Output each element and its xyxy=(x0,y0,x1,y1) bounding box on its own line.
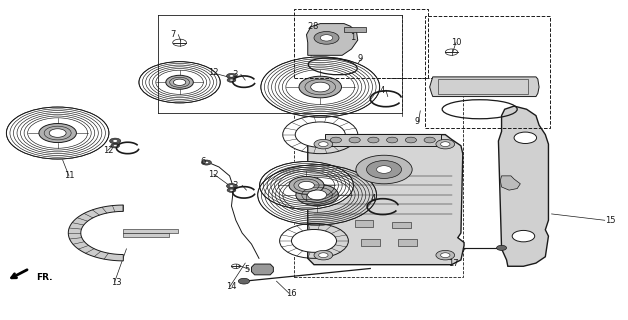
Circle shape xyxy=(314,32,339,44)
Bar xyxy=(398,239,417,246)
Text: 13: 13 xyxy=(111,278,121,287)
Circle shape xyxy=(49,129,66,137)
Text: 6: 6 xyxy=(200,157,205,166)
Circle shape xyxy=(299,181,315,189)
Circle shape xyxy=(295,122,345,147)
Text: 7: 7 xyxy=(170,30,176,39)
Text: 10: 10 xyxy=(452,38,462,47)
Circle shape xyxy=(291,229,337,252)
Text: 5: 5 xyxy=(244,265,249,274)
Text: 12: 12 xyxy=(208,68,218,77)
Circle shape xyxy=(314,251,333,260)
Circle shape xyxy=(111,143,119,148)
Text: 12: 12 xyxy=(103,146,114,155)
Text: 11: 11 xyxy=(64,172,74,180)
Circle shape xyxy=(173,79,186,85)
Circle shape xyxy=(109,138,121,144)
Text: 9: 9 xyxy=(358,54,363,63)
Text: 4: 4 xyxy=(371,194,376,203)
Circle shape xyxy=(227,73,237,78)
Text: 4: 4 xyxy=(380,86,385,95)
Circle shape xyxy=(166,75,193,89)
Circle shape xyxy=(229,75,234,77)
Bar xyxy=(294,77,463,277)
Text: 14: 14 xyxy=(227,282,237,292)
Bar xyxy=(294,9,428,77)
Circle shape xyxy=(299,76,342,98)
Circle shape xyxy=(368,137,379,143)
Bar xyxy=(361,239,380,246)
Circle shape xyxy=(314,140,333,149)
Circle shape xyxy=(349,137,360,143)
Circle shape xyxy=(112,140,117,142)
Circle shape xyxy=(320,35,333,41)
Circle shape xyxy=(229,79,234,81)
Bar xyxy=(123,229,178,233)
Bar xyxy=(123,233,169,237)
Circle shape xyxy=(441,142,450,147)
Text: 2: 2 xyxy=(308,22,313,31)
Text: 16: 16 xyxy=(286,289,296,298)
Bar xyxy=(438,79,528,94)
Bar xyxy=(392,222,411,228)
Text: 12: 12 xyxy=(208,170,218,179)
Circle shape xyxy=(113,145,117,147)
Circle shape xyxy=(330,137,342,143)
Circle shape xyxy=(377,166,391,173)
Circle shape xyxy=(279,223,349,258)
Polygon shape xyxy=(499,106,548,266)
Circle shape xyxy=(436,251,455,260)
Polygon shape xyxy=(68,205,123,261)
Circle shape xyxy=(229,189,234,191)
Circle shape xyxy=(311,82,330,92)
Bar xyxy=(344,27,366,32)
Circle shape xyxy=(39,124,77,142)
Text: 3: 3 xyxy=(233,181,238,190)
Circle shape xyxy=(204,161,208,164)
Circle shape xyxy=(229,185,234,187)
Circle shape xyxy=(6,107,109,159)
Polygon shape xyxy=(306,24,358,55)
Circle shape xyxy=(139,62,220,103)
Circle shape xyxy=(239,278,249,284)
Circle shape xyxy=(386,137,398,143)
Text: 15: 15 xyxy=(605,216,615,225)
Bar xyxy=(355,220,374,227)
Text: 17: 17 xyxy=(448,259,459,268)
Circle shape xyxy=(202,160,212,165)
Polygon shape xyxy=(308,135,464,265)
Circle shape xyxy=(261,57,380,117)
Circle shape xyxy=(296,184,338,206)
Circle shape xyxy=(497,245,507,251)
Polygon shape xyxy=(251,264,273,275)
Text: 8: 8 xyxy=(312,22,318,31)
Circle shape xyxy=(367,161,401,178)
Circle shape xyxy=(356,155,412,184)
Polygon shape xyxy=(501,176,521,190)
Circle shape xyxy=(318,142,328,147)
Circle shape xyxy=(405,137,416,143)
Circle shape xyxy=(514,132,536,143)
Circle shape xyxy=(441,253,450,258)
Polygon shape xyxy=(430,77,539,97)
Text: 9: 9 xyxy=(414,117,420,126)
Circle shape xyxy=(283,116,358,154)
Bar xyxy=(325,134,441,146)
Circle shape xyxy=(424,137,435,143)
Text: FR.: FR. xyxy=(36,273,53,282)
Circle shape xyxy=(436,140,455,149)
Circle shape xyxy=(227,183,237,188)
Circle shape xyxy=(318,253,328,258)
Circle shape xyxy=(257,165,377,225)
Circle shape xyxy=(289,177,324,194)
Bar xyxy=(425,16,550,128)
Text: 1: 1 xyxy=(350,33,355,42)
Circle shape xyxy=(308,190,327,200)
Circle shape xyxy=(259,162,354,209)
Text: 3: 3 xyxy=(233,70,238,79)
Circle shape xyxy=(227,188,236,192)
Circle shape xyxy=(227,78,236,82)
Circle shape xyxy=(512,230,534,242)
